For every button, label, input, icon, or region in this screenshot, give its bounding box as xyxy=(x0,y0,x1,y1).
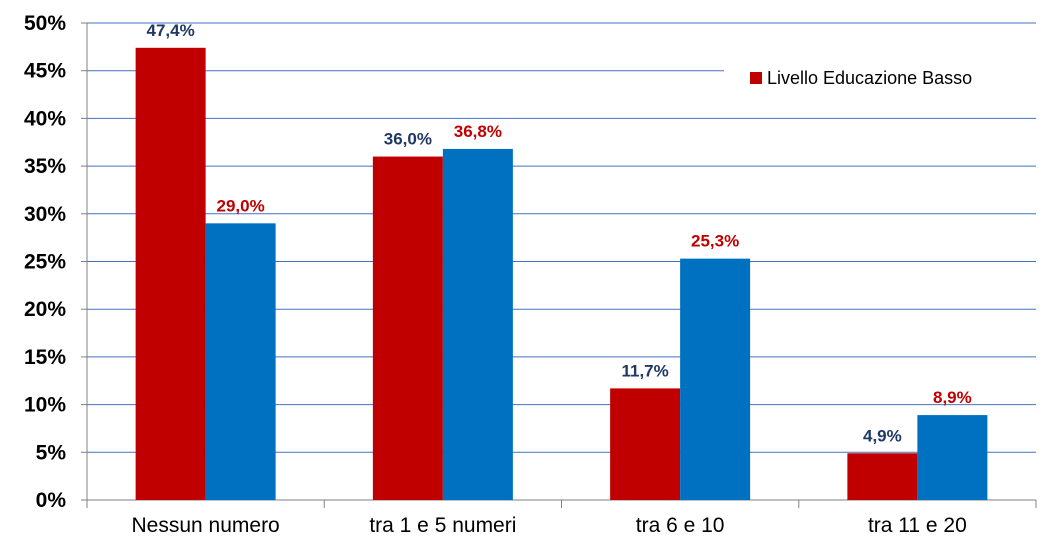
bar-series1 xyxy=(135,47,206,500)
x-tick-label: tra 6 e 10 xyxy=(636,514,725,537)
y-tick-label: 40% xyxy=(24,107,66,130)
data-label: 4,9% xyxy=(863,426,902,445)
y-tick-label: 35% xyxy=(24,155,66,178)
y-tick-label: 10% xyxy=(24,394,66,417)
y-tick-label: 15% xyxy=(24,346,66,369)
bar-series2 xyxy=(680,258,751,500)
data-label: 29,0% xyxy=(217,196,265,215)
x-tick-label: tra 1 e 5 numeri xyxy=(369,514,516,537)
bar-series1 xyxy=(610,388,681,500)
legend-label: Livello Educazione Basso xyxy=(767,67,973,88)
data-label: 47,4% xyxy=(147,21,195,40)
bar-series2 xyxy=(442,148,513,501)
y-tick-label: 45% xyxy=(24,60,66,83)
data-label: 25,3% xyxy=(691,232,739,251)
y-tick-label: 50% xyxy=(24,12,66,35)
data-label: 8,9% xyxy=(933,388,972,407)
y-tick-label: 30% xyxy=(24,203,66,226)
bar-series2 xyxy=(917,415,988,500)
legend-swatch xyxy=(750,72,762,84)
x-tick-label: tra 11 e 20 xyxy=(868,514,967,537)
bar-series2 xyxy=(205,223,276,500)
data-label: 36,0% xyxy=(384,130,432,149)
y-tick-label: 0% xyxy=(36,489,67,512)
bar-series1 xyxy=(372,156,443,500)
y-tick-label: 25% xyxy=(24,251,66,274)
y-tick-label: 5% xyxy=(36,441,67,464)
x-tick-label: Nessun numero xyxy=(132,514,280,537)
chart-legend: Livello Educazione Basso xyxy=(724,60,1042,96)
data-label: 36,8% xyxy=(454,122,502,141)
data-label: 11,7% xyxy=(621,361,668,380)
y-tick-label: 20% xyxy=(24,298,66,321)
bar-series1 xyxy=(847,453,918,500)
